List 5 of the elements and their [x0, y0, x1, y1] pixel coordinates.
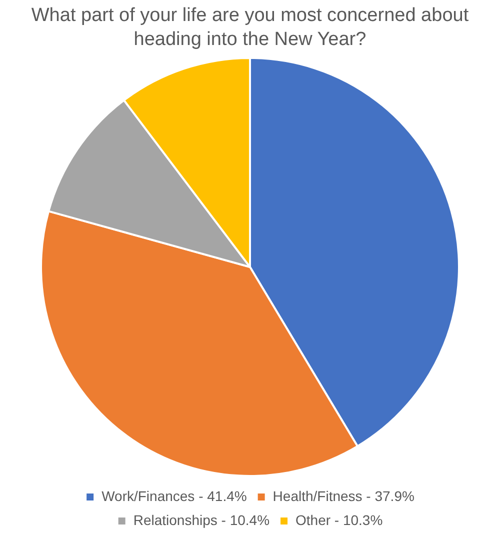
- legend-label: Relationships - 10.4%: [133, 512, 270, 528]
- legend-label: Work/Finances - 41.4%: [102, 488, 247, 504]
- legend-label: Other - 10.3%: [296, 512, 383, 528]
- chart-title: What part of your life are you most concerned about heading into the New Year?: [30, 4, 470, 52]
- legend-label: Health/Fitness - 37.9%: [272, 488, 414, 504]
